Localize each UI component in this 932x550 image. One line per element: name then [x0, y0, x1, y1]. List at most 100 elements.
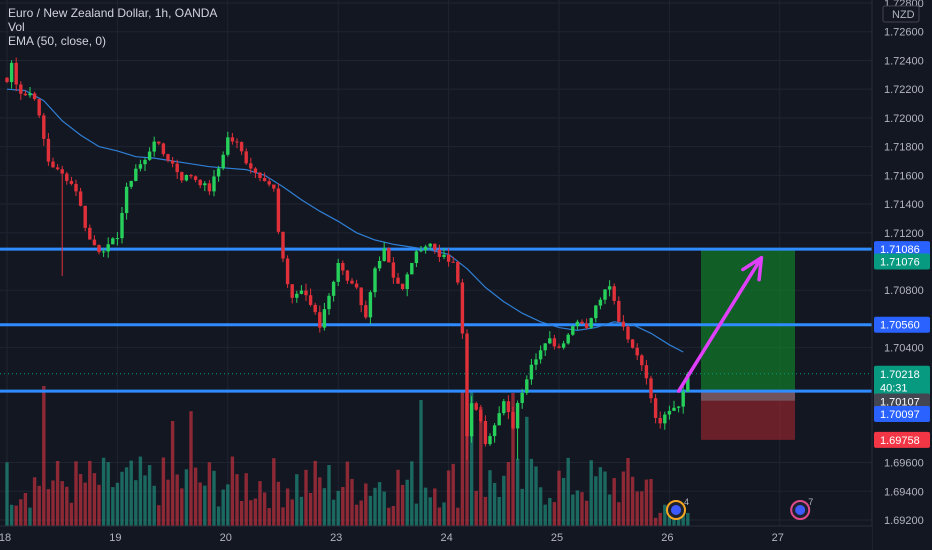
- price-tag: [874, 379, 930, 396]
- candle-body: [511, 412, 515, 429]
- volume-bar: [37, 485, 41, 526]
- candle-body: [492, 425, 497, 437]
- currency-label[interactable]: NZD: [892, 9, 915, 21]
- candle-body: [51, 161, 55, 168]
- volume-bar: [433, 488, 437, 526]
- candle-body: [368, 292, 373, 318]
- position-zones[interactable]: [701, 249, 795, 440]
- chart-legend: Euro / New Zealand Dollar, 1h, OANDA Vol…: [8, 6, 217, 48]
- volume-bar: [400, 484, 405, 526]
- time-tick-label: 27: [772, 532, 784, 544]
- candle-body: [170, 160, 175, 164]
- candle-body: [396, 277, 400, 284]
- volume-bar: [414, 503, 419, 526]
- candle-body: [460, 282, 465, 334]
- candle-body: [354, 283, 359, 288]
- volume-bar: [55, 460, 60, 526]
- volume-bar: [492, 483, 497, 526]
- volume-bar: [607, 494, 612, 526]
- candle-body: [561, 343, 566, 348]
- arrow-head[interactable]: [757, 256, 764, 282]
- time-axis[interactable]: 18 19 20 23 24 25 26 27: [0, 525, 872, 550]
- candle-body: [538, 350, 543, 360]
- candle-body: [525, 379, 529, 393]
- volume-bar: [97, 484, 101, 526]
- volume-bar: [663, 504, 667, 526]
- candle-body: [313, 304, 317, 313]
- candle-body: [78, 191, 83, 206]
- volume-bar: [115, 482, 120, 526]
- volume-bar: [640, 491, 644, 526]
- candle-body: [226, 137, 230, 155]
- price-axis[interactable]: 1.72800 1.72600 1.72400 1.72200 1.72000 1.718…: [871, 0, 932, 550]
- volume-bar: [262, 492, 267, 526]
- volume-legend[interactable]: Vol: [8, 20, 25, 34]
- price-tag: [874, 253, 930, 270]
- candle-body: [235, 141, 239, 143]
- volume-bar: [184, 469, 189, 526]
- volume-bar: [166, 479, 170, 526]
- symbol-title[interactable]: Euro / New Zealand Dollar, 1h, OANDA: [8, 6, 218, 20]
- candle-body: [529, 364, 534, 380]
- price-tag: [874, 393, 930, 410]
- candle-body: [308, 295, 313, 305]
- volume-bar: [19, 499, 23, 526]
- candle-body: [60, 169, 64, 174]
- candle-body: [221, 154, 225, 169]
- candle-body: [198, 179, 202, 186]
- price-tick-label: 1.71200: [884, 228, 924, 240]
- event-badge-core: [671, 505, 681, 515]
- candle-body: [557, 346, 561, 348]
- candle-body: [515, 402, 520, 429]
- arrow-head[interactable]: [741, 256, 764, 272]
- price-tag: [874, 406, 930, 423]
- volume-bar: [147, 465, 152, 526]
- candle-body: [299, 290, 304, 294]
- volume-bar: [511, 393, 515, 526]
- candle-body: [249, 163, 253, 169]
- volume-bar: [281, 507, 285, 526]
- candle-body: [9, 62, 14, 83]
- arrow-shaft[interactable]: [676, 256, 764, 393]
- volume-bar: [78, 473, 83, 526]
- candle-body: [88, 227, 92, 240]
- volume-bar: [267, 508, 271, 526]
- candle-body: [295, 293, 299, 298]
- volume-bar: [580, 492, 584, 526]
- volume-bar: [143, 475, 147, 526]
- volume-bar: [460, 390, 465, 526]
- volume-bar: [129, 460, 133, 526]
- candle-body: [115, 238, 120, 240]
- volume-bar: [543, 504, 547, 526]
- candle-body: [672, 407, 676, 411]
- volume-bar: [566, 457, 570, 526]
- pink-arrow[interactable]: [676, 256, 764, 393]
- volume-bar: [83, 482, 87, 526]
- candle-body: [97, 245, 101, 253]
- volume-bar: [88, 460, 92, 526]
- volume-bar: [575, 490, 580, 526]
- candle-body: [594, 305, 598, 319]
- volume-bar: [364, 483, 368, 526]
- currency-box[interactable]: [882, 5, 920, 23]
- ema-legend[interactable]: EMA (50, close, 0): [8, 34, 107, 48]
- candle-body: [129, 180, 133, 187]
- volume-bar: [686, 512, 690, 526]
- candle-body: [19, 84, 23, 94]
- price-tag: [874, 241, 930, 258]
- horizontal-levels[interactable]: [0, 247, 872, 393]
- target-zone[interactable]: [701, 249, 795, 392]
- candle-body: [106, 244, 110, 252]
- time-tick-label: 19: [109, 532, 121, 544]
- event-badge-count: 7: [808, 497, 813, 507]
- candle-body: [46, 138, 51, 162]
- volume-bar: [258, 481, 262, 526]
- candle-body: [419, 250, 423, 252]
- volume-bar: [446, 470, 451, 526]
- volume-bar: [483, 496, 488, 526]
- candle-body: [138, 164, 143, 169]
- candle-body: [147, 151, 152, 160]
